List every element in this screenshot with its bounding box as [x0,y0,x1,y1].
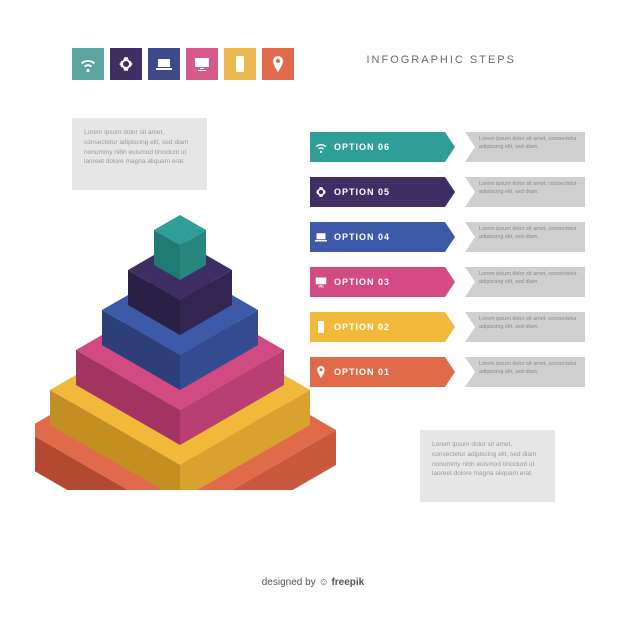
step-desc-2: Lorem ipsum dolor sit amet, consectetur … [465,312,585,342]
pin-icon-tile [262,48,294,80]
step-desc-4: Lorem ipsum dolor sit amet, consectetur … [465,222,585,252]
outro-text-box: Lorem ipsum dolor sit amet, consectetur … [420,430,555,502]
gear-icon-tile [110,48,142,80]
step-desc-1: Lorem ipsum dolor sit amet, consectetur … [465,357,585,387]
credit-line: designed by ☺ freepik [0,577,626,588]
step-desc-5: Lorem ipsum dolor sit amet, consectetur … [465,177,585,207]
wifi-icon-tile [72,48,104,80]
page-title: INFOGRAPHIC STEPS [366,54,516,66]
laptop-icon-tile [148,48,180,80]
monitor-icon-tile [186,48,218,80]
step-desc-6: Lorem ipsum dolor sit amet, consectetur … [465,132,585,162]
phone-icon-tile [224,48,256,80]
step-desc-3: Lorem ipsum dolor sit amet, consectetur … [465,267,585,297]
isometric-steps [35,130,415,490]
